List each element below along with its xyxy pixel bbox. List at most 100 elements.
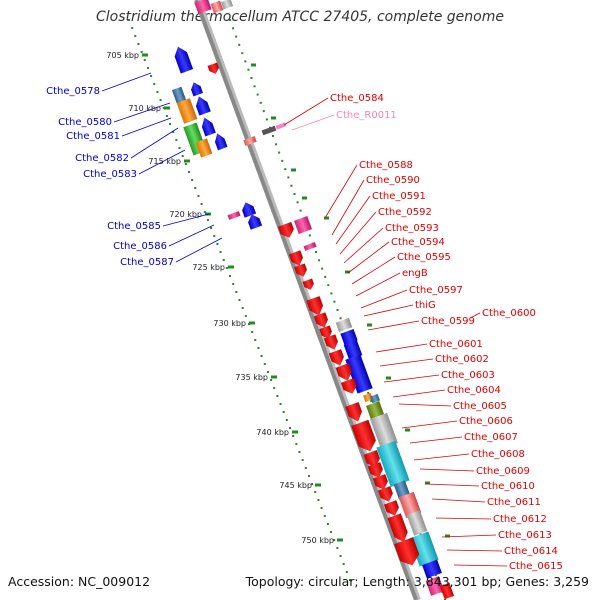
reverse-gene-label[interactable]: Cthe_0609	[419, 466, 530, 477]
tick-mark	[271, 375, 277, 379]
reverse-gene-label[interactable]: Cthe_0611	[431, 497, 541, 508]
reverse-gene-label[interactable]: Cthe_0591	[335, 191, 426, 245]
tick-dot	[327, 284, 330, 287]
leader-line	[355, 272, 401, 297]
gene-block	[261, 125, 277, 136]
scale-tick: 750 kbp	[301, 536, 343, 545]
reverse-gene-label[interactable]: Cthe_0590	[331, 175, 420, 236]
reverse-gene-label[interactable]: Cthe_0601	[375, 339, 483, 353]
tick-dot	[210, 227, 213, 229]
tick-dot	[320, 507, 323, 509]
forward-gene-label[interactable]: Cthe_0586	[113, 224, 215, 252]
tick-dot	[336, 309, 339, 311]
reverse-gene-label[interactable]: Cthe_0613	[441, 530, 552, 541]
gene-label-text: Cthe_R0011	[336, 110, 397, 121]
tick-mark	[184, 159, 190, 163]
reverse-gene-label[interactable]: Cthe_0608	[413, 449, 525, 461]
tick-dot	[181, 155, 184, 157]
tick-label: 750 kbp	[301, 536, 334, 545]
leader-line	[291, 114, 335, 131]
scale-tick: 740 kbp	[256, 428, 298, 437]
forward-gene-label[interactable]: Cthe_0582	[75, 127, 179, 164]
tick-dot	[254, 339, 257, 341]
scale-tick: 745 kbp	[279, 481, 321, 490]
reverse-gene-label[interactable]: Cthe_0593	[343, 223, 439, 264]
tick-mark	[291, 168, 296, 172]
tick-dot	[275, 143, 278, 146]
tick-dot	[333, 539, 336, 541]
tick-mark	[142, 53, 148, 57]
gene-block	[195, 138, 213, 158]
tick-dot	[273, 387, 276, 389]
forward-gene-label[interactable]: Cthe_0581	[66, 117, 172, 142]
tick-dot	[314, 491, 317, 493]
tick-dot	[282, 411, 285, 413]
tick-dot	[370, 400, 373, 403]
reverse-gene-label[interactable]: Cthe_0595	[351, 252, 451, 285]
tick-dot	[172, 131, 175, 133]
leader-line	[324, 164, 358, 219]
tick-dot	[194, 187, 197, 189]
gene-block	[210, 0, 224, 14]
scale-tick: 725 kbp	[192, 263, 234, 272]
forward-gene-label[interactable]: Cthe_0587	[120, 237, 223, 268]
gene-label-text: Cthe_0594	[391, 237, 445, 248]
tick-dot	[307, 475, 310, 477]
tick-mark	[302, 196, 307, 200]
reverse-gene-label[interactable]: Cthe_0606	[401, 416, 513, 429]
reverse-gene-label[interactable]: Cthe_0607	[409, 432, 518, 444]
tick-dot	[232, 283, 235, 285]
reverse-gene-label[interactable]: Cthe_0602	[379, 354, 489, 367]
tick-dot	[336, 547, 339, 549]
forward-gene-label[interactable]: Cthe_0585	[107, 213, 210, 232]
forward-gene-label[interactable]: Cthe_0578	[46, 72, 152, 97]
leader-line	[168, 224, 215, 247]
leader-line	[113, 102, 171, 123]
gene-arrow	[207, 62, 220, 75]
reverse-gene-label[interactable]: Cthe_0588	[324, 160, 413, 219]
reverse-gene-label[interactable]: Cthe_0600	[469, 308, 536, 319]
leader-line	[351, 256, 396, 285]
tick-label: 705 kbp	[106, 51, 139, 60]
reverse-gene-label[interactable]: Cthe_0592	[339, 207, 432, 255]
gene-arrow	[247, 214, 263, 230]
gene-label-text: Cthe_0595	[397, 252, 451, 263]
reverse-gene-label[interactable]: engB	[355, 268, 428, 297]
tick-dot	[250, 77, 253, 79]
tick-label: 720 kbp	[169, 210, 202, 219]
reverse-gene-label[interactable]: Cthe_0599	[367, 316, 475, 331]
gene-arrow	[377, 485, 394, 502]
tick-dot	[298, 451, 301, 453]
reverse-gene-label[interactable]: Cthe_0612	[435, 514, 547, 525]
reverse-gene-label[interactable]: Cthe_0605	[398, 401, 507, 412]
gene-arrow	[306, 295, 324, 316]
tick-dot	[296, 201, 299, 204]
reverse-gene-label[interactable]: Cthe_R0011	[291, 110, 397, 131]
tick-dot	[256, 93, 259, 96]
reverse-gene-label[interactable]: Cthe_0614	[446, 546, 558, 557]
leader-line	[347, 241, 390, 274]
reverse-gene-label[interactable]: Cthe_0597	[360, 285, 463, 309]
tick-dot	[146, 67, 149, 69]
gene-label-text: Cthe_0587	[120, 257, 174, 268]
reverse-gene-label[interactable]: Cthe_0604	[392, 385, 501, 398]
tick-dot	[128, 19, 130, 21]
tick-dot	[308, 234, 311, 237]
reverse-gene-label[interactable]: Cthe_0603	[383, 370, 495, 383]
reverse-gene-label[interactable]: Cthe_0615	[453, 561, 563, 572]
gene-block	[422, 559, 442, 579]
gene-arrow	[367, 461, 384, 478]
gene-arrow	[351, 419, 377, 452]
reverse-gene-label[interactable]: Cthe_0610	[424, 481, 535, 492]
reverse-gene-label[interactable]: Cthe_0594	[347, 237, 445, 274]
forward-gene-label[interactable]: Cthe_0583	[83, 149, 186, 180]
forward-gene-label[interactable]: Cthe_0580	[58, 102, 171, 128]
gene-block	[243, 136, 257, 146]
reverse-gene-label[interactable]: thiG	[363, 300, 436, 317]
reverse-gene-label[interactable]: Cthe_0584	[283, 93, 384, 126]
gene-arrow	[345, 401, 363, 422]
gene-arrow	[340, 377, 358, 394]
leader-line	[441, 534, 497, 538]
gene-label-text: Cthe_0586	[113, 241, 167, 252]
